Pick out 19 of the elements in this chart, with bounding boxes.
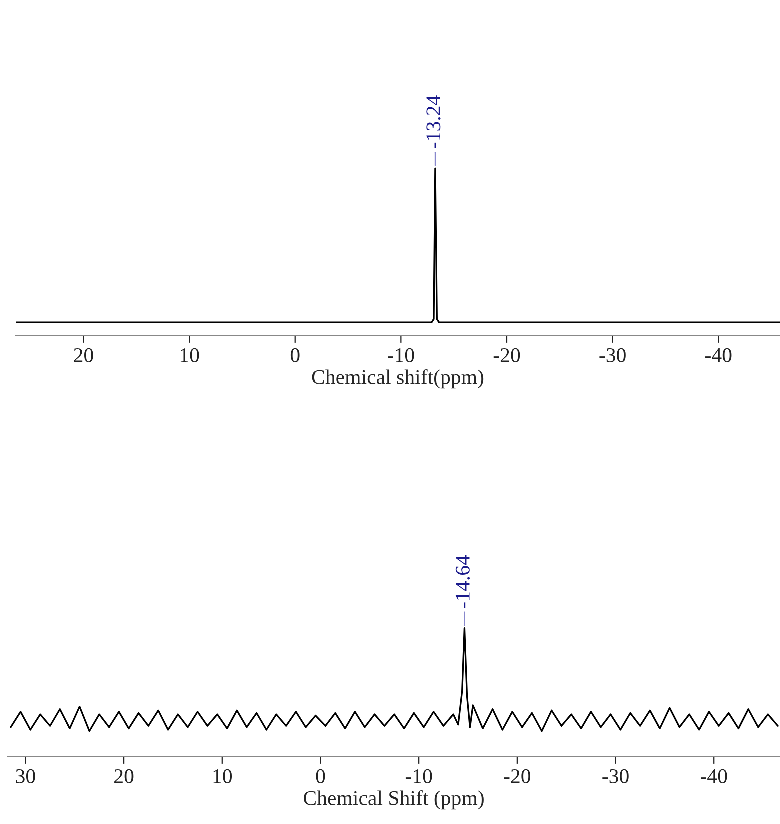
x-tick-label: -40 (701, 769, 728, 784)
x-tick-label: -10 (406, 769, 432, 784)
x-tick-label: -30 (602, 769, 629, 784)
x-tick-label: 0 (316, 769, 326, 784)
x-tick-label: -20 (504, 769, 531, 784)
x-tick-label: 0 (290, 348, 300, 362)
x-tick-label: 30 (16, 769, 36, 784)
x-tick-label: -30 (600, 348, 626, 362)
annotation: -14.64 (456, 555, 470, 608)
annotation: -13.24 (426, 96, 441, 148)
x-tick-label: 10 (180, 348, 200, 362)
x-axis-title: Chemical Shift (ppm) (304, 790, 484, 810)
x-tick-label: -40 (706, 348, 732, 362)
x-tick-label: -10 (388, 348, 414, 362)
x-tick-label: -20 (494, 348, 520, 362)
x-tick-label: 20 (114, 769, 134, 784)
x-tick-label: 10 (214, 769, 232, 784)
x-tick-label: 20 (74, 348, 94, 362)
x-axis-title: Chemical shift(ppm) (312, 369, 484, 389)
